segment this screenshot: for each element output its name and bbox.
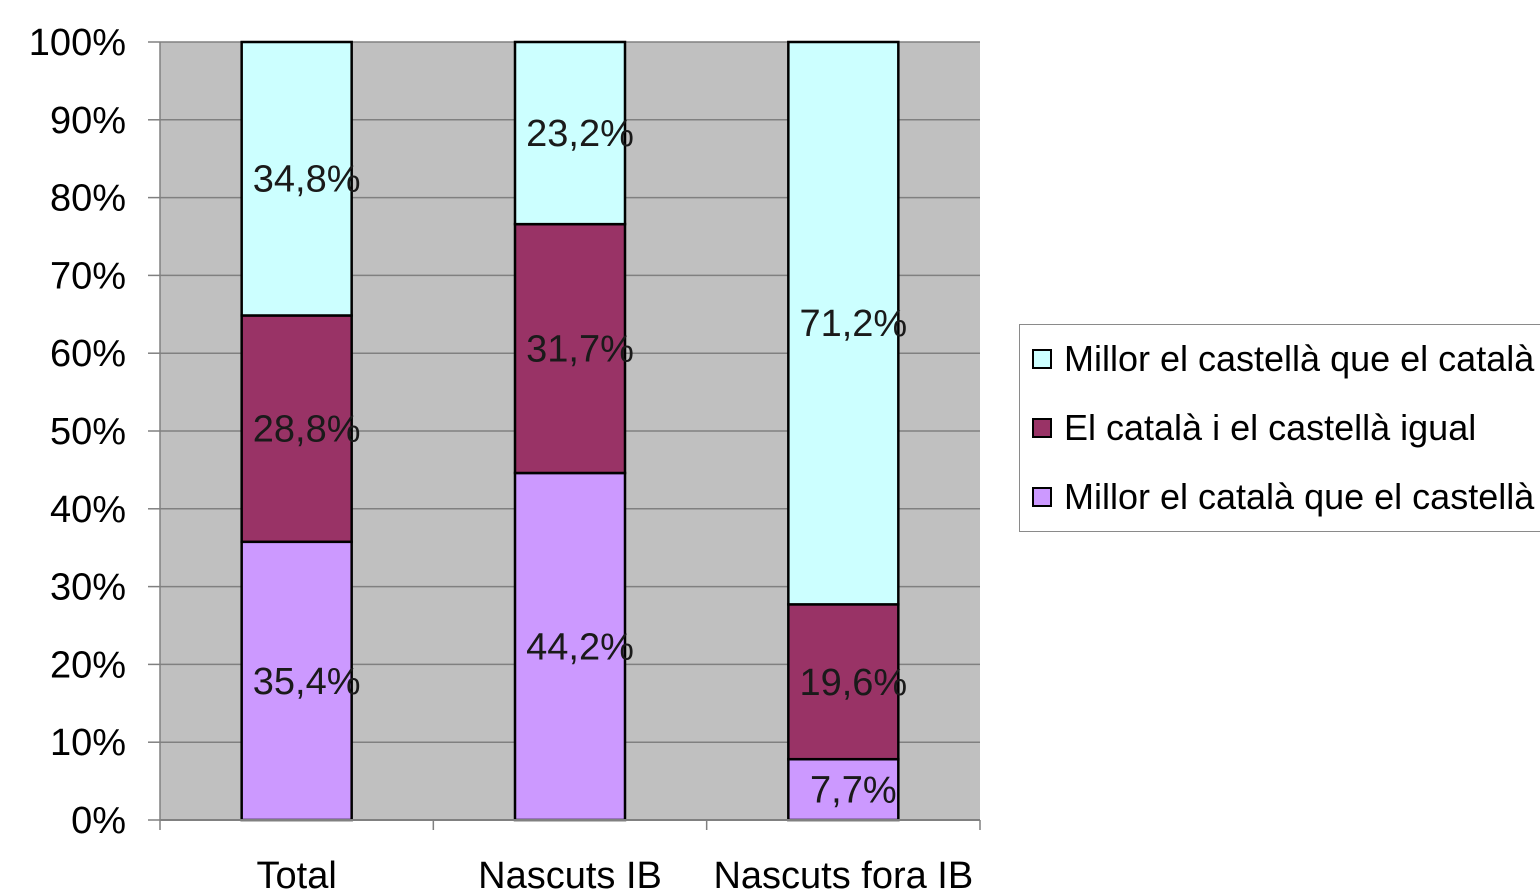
- data-label: 28,8%: [253, 409, 361, 451]
- y-tick-label: 80%: [50, 178, 126, 220]
- y-tick-label: 20%: [50, 644, 126, 686]
- legend-label: Millor el castellà que el català: [1064, 338, 1535, 379]
- legend-swatch: [1032, 418, 1052, 438]
- x-tick-label: Total: [257, 855, 337, 892]
- legend-swatch: [1032, 349, 1052, 369]
- legend-label: Millor el català que el castellà: [1064, 476, 1535, 517]
- legend-item: El català i el castellà igual: [1032, 407, 1477, 448]
- y-tick-label: 50%: [50, 411, 126, 453]
- bar-segment: [240, 40, 353, 317]
- data-label: 23,2%: [526, 113, 634, 155]
- bar-segment: [513, 222, 627, 475]
- data-label: 31,7%: [526, 329, 634, 371]
- bar-segment: [787, 757, 900, 822]
- legend-swatch: [1032, 487, 1052, 507]
- y-tick-label: 10%: [50, 722, 126, 764]
- y-tick-label: 70%: [50, 255, 126, 297]
- legend: Millor el castellà que el català El catal…: [1019, 324, 1540, 532]
- y-tick-label: 40%: [50, 489, 126, 531]
- legend-item: Millor el castellà que el català: [1032, 338, 1535, 379]
- x-tick-label: Nascuts IB: [478, 855, 662, 892]
- data-label: 19,6%: [799, 662, 907, 704]
- bars: 35,4% 28,8% 34,8% 44,2% 31,7% 23,2% 7,7% 19,6% 7…: [240, 40, 907, 822]
- y-tick-label: 30%: [50, 567, 126, 609]
- y-tick-label: 100%: [29, 22, 126, 64]
- y-tick-label: 0%: [71, 800, 126, 842]
- bar-segment: [787, 603, 900, 761]
- bar-segment: [787, 40, 900, 606]
- data-label: 71,2%: [799, 303, 907, 345]
- bar-segment: [513, 471, 627, 822]
- y-tick-label: 90%: [50, 100, 126, 142]
- data-label: 7,7%: [810, 770, 897, 812]
- y-tick-label: 60%: [50, 333, 126, 375]
- data-label: 44,2%: [526, 627, 634, 669]
- x-axis: Total Nascuts IB Nascuts fora IB: [159, 819, 981, 892]
- legend-label: El català i el castellà igual: [1064, 407, 1477, 448]
- legend-item: Millor el català que el castellà: [1032, 476, 1535, 517]
- bar-segment: [240, 540, 353, 822]
- x-tick-label: Nascuts fora IB: [713, 855, 973, 892]
- bar-segment: [513, 40, 627, 226]
- data-label: 35,4%: [253, 661, 361, 703]
- y-axis: 0% 10% 20% 30% 40% 50% 60% 70% 80% 90% 100%: [29, 22, 161, 842]
- data-label: 34,8%: [253, 159, 361, 201]
